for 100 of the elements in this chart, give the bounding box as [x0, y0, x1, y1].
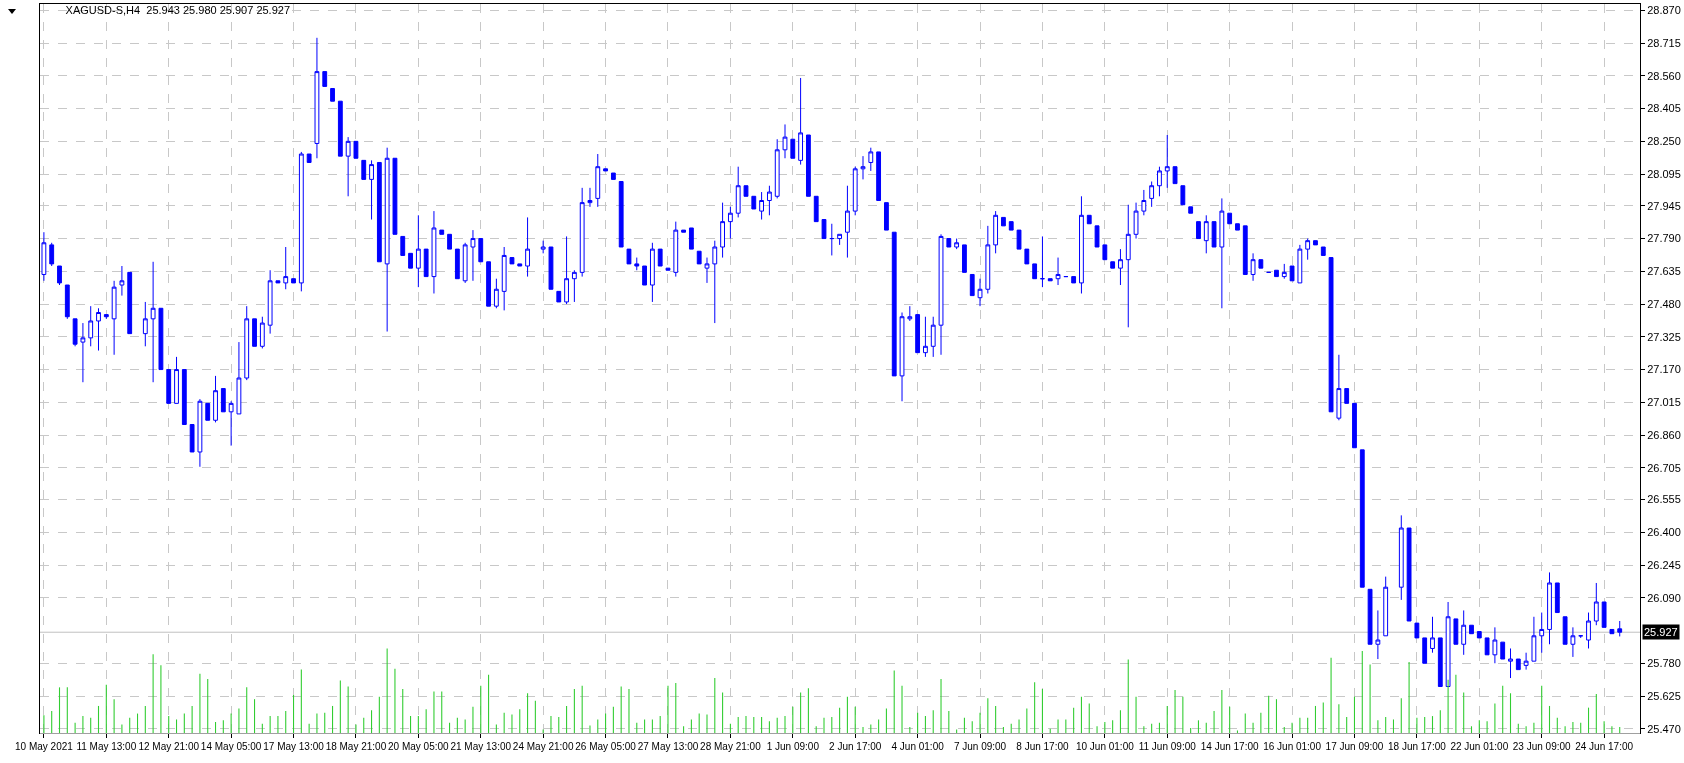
candlestick [1281, 263, 1287, 280]
y-tick-label: 27.325 [1647, 330, 1681, 343]
candlestick [1141, 189, 1147, 216]
candlestick [1313, 240, 1318, 246]
candlestick [220, 388, 226, 413]
candlestick [595, 153, 601, 208]
candlestick [1570, 626, 1576, 658]
candlestick [1406, 527, 1412, 622]
y-tick-label: 27.480 [1647, 297, 1681, 310]
candlestick [415, 214, 421, 288]
candlestick [1219, 197, 1225, 309]
candlestick [150, 261, 156, 383]
candlestick [283, 246, 289, 290]
candlestick [899, 312, 905, 402]
candlestick [493, 278, 499, 309]
candlestick [49, 242, 55, 267]
candlestick [1211, 221, 1217, 248]
candlestick [1016, 229, 1022, 250]
candlestick [649, 242, 655, 303]
candlestick [88, 305, 94, 347]
candlestick [1133, 202, 1139, 240]
candlestick [1461, 609, 1467, 656]
candlestick [353, 140, 359, 159]
candlestick [634, 257, 640, 271]
candlestick [962, 244, 967, 273]
candlestick [478, 238, 484, 263]
candlestick [571, 269, 577, 303]
candlestick [330, 88, 335, 102]
candlestick [525, 216, 530, 278]
x-tick-label: 14 Jun 17:00 [1200, 741, 1260, 752]
candlestick [673, 221, 679, 278]
candlestick [400, 235, 406, 256]
candlestick [735, 166, 741, 218]
candlestick [103, 314, 109, 320]
candlestick [1398, 514, 1404, 601]
y-tick-label: 26.245 [1647, 558, 1681, 571]
y-tick-label: 27.170 [1647, 363, 1681, 376]
x-tick-label: 28 May 21:00 [700, 741, 762, 752]
y-tick-label: 28.715 [1647, 36, 1681, 49]
candlestick [361, 159, 367, 180]
candlestick [1242, 225, 1248, 275]
candlestick [1383, 576, 1389, 637]
candlestick [1562, 616, 1568, 645]
candlestick [119, 265, 125, 297]
candlestick [727, 206, 733, 240]
candlestick [1359, 449, 1365, 588]
candlestick [1024, 248, 1030, 265]
candlestick [1453, 618, 1459, 645]
candlestick [447, 233, 452, 250]
x-tick-label: 18 Jun 17:00 [1387, 741, 1447, 752]
candlestick [306, 153, 312, 163]
candlestick [1601, 601, 1607, 628]
candlestick [556, 290, 562, 303]
candlestick [938, 233, 944, 356]
candlestick [1001, 216, 1006, 227]
candlestick [798, 77, 804, 166]
candlestick [1079, 195, 1084, 294]
candlestick [821, 219, 827, 240]
candlestick [1484, 637, 1490, 656]
candlestick [681, 229, 686, 233]
x-tick-label: 11 Jun 09:00 [1138, 741, 1197, 752]
candlestick [977, 278, 983, 307]
y-tick-label: 27.790 [1647, 232, 1681, 245]
candlestick [665, 267, 671, 271]
candlestick [564, 235, 569, 305]
candlestick [704, 257, 710, 284]
x-tick-label: 21 May 13:00 [450, 741, 512, 752]
candlestick [579, 187, 585, 278]
candlestick [1164, 134, 1170, 189]
x-tick-label: 14 May 05:00 [200, 741, 262, 752]
candlestick [267, 269, 273, 335]
x-tick-label: 20 May 05:00 [388, 741, 450, 752]
candlestick [766, 185, 772, 216]
y-tick-label: 26.705 [1647, 461, 1681, 474]
candlestick [1367, 588, 1373, 645]
candlestick [954, 238, 960, 250]
candlestick [1274, 269, 1279, 278]
candlestick [813, 195, 819, 223]
candlestick [501, 246, 507, 311]
candlestick [322, 71, 328, 87]
candlestick [774, 138, 780, 199]
x-tick-label: 10 Jun 01:00 [1075, 741, 1135, 752]
candlestick [845, 185, 850, 259]
candlestick [291, 278, 296, 284]
candlestick [1476, 631, 1482, 639]
candlestick [540, 240, 546, 254]
candlestick [1305, 238, 1311, 261]
x-tick-label: 1 Jun 09:00 [766, 741, 820, 752]
x-tick-label: 17 Jun 09:00 [1325, 741, 1384, 752]
candlestick [884, 202, 889, 231]
candlestick [1102, 244, 1108, 261]
y-tick-label: 25.625 [1647, 689, 1681, 702]
candlestick [1172, 166, 1178, 185]
candlestick [1422, 637, 1428, 664]
candlestick [337, 100, 343, 157]
candlestick [829, 223, 835, 256]
candlestick [1531, 616, 1537, 662]
y-tick-label: 26.555 [1647, 493, 1681, 506]
candlestick [642, 265, 647, 286]
candlestick [64, 284, 70, 320]
